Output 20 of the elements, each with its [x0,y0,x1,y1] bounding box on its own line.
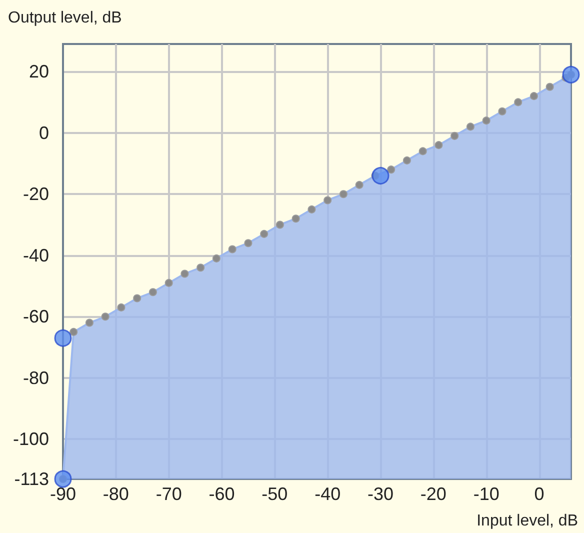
x-tick-label: -80 [102,484,129,504]
y-tick-label: -100 [12,429,49,450]
x-tick-label: 0 [534,484,544,504]
x-axis-title: Input level, dB [476,512,578,530]
y-tick-label: -40 [22,245,49,266]
x-tick-label: -20 [420,484,446,504]
y-tick-label: -60 [22,306,49,327]
x-tick-label: -30 [367,484,394,504]
y-tick-label: -20 [22,184,49,204]
x-tick-label: -60 [208,484,235,504]
x-tick-label: -90 [50,484,76,504]
y-axis-title: Output level, dB [8,10,122,26]
y-tick-label: 0 [38,122,49,143]
y-tick-label: -113 [14,469,49,489]
x-tick-label: -40 [314,484,341,504]
y-tick-label: -80 [22,368,49,388]
x-tick-label: -70 [156,484,182,504]
x-tick-label: -50 [262,484,288,504]
x-tick-label: -10 [473,484,500,504]
y-tick-label: 20 [28,62,49,82]
